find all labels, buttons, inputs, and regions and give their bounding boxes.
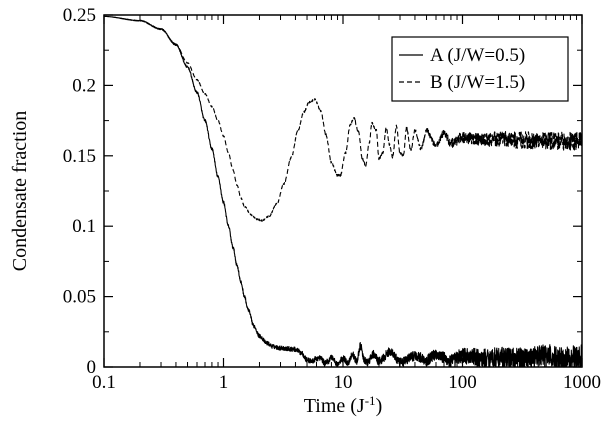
y-tick-label: 0.15 <box>63 146 96 167</box>
x-tick-label: 100 <box>448 372 477 393</box>
x-tick-label: 1000 <box>563 372 601 393</box>
y-axis-title: Condensate fraction <box>9 111 31 272</box>
y-tick-label: 0 <box>87 357 97 378</box>
legend-box <box>391 36 569 102</box>
x-tick-label: 10 <box>334 372 353 393</box>
y-tick-label: 0.25 <box>63 5 96 26</box>
legend: A (J/W=0.5) B (J/W=1.5) <box>391 36 569 102</box>
x-axis-title: Time (J-1) <box>304 393 382 418</box>
x-tick-label: 0.1 <box>92 372 116 393</box>
legend-label-a: A (J/W=0.5) <box>430 45 525 66</box>
ticks-layer: 0.1 1 10 100 1000 0 0.05 0.1 0.15 0.2 0.25 <box>63 5 601 393</box>
y-tick-label: 0.05 <box>63 287 96 308</box>
legend-label-b: B (J/W=1.5) <box>430 72 525 93</box>
x-axis-title-close: ) <box>376 395 383 417</box>
x-axis-title-superscript: -1 <box>365 393 376 408</box>
y-tick-label: 0.1 <box>72 216 96 237</box>
y-tick-label: 0.2 <box>72 75 96 96</box>
x-tick-label: 1 <box>219 372 229 393</box>
x-axis-title-main: Time (J <box>304 395 365 417</box>
series-line-b <box>103 15 583 222</box>
